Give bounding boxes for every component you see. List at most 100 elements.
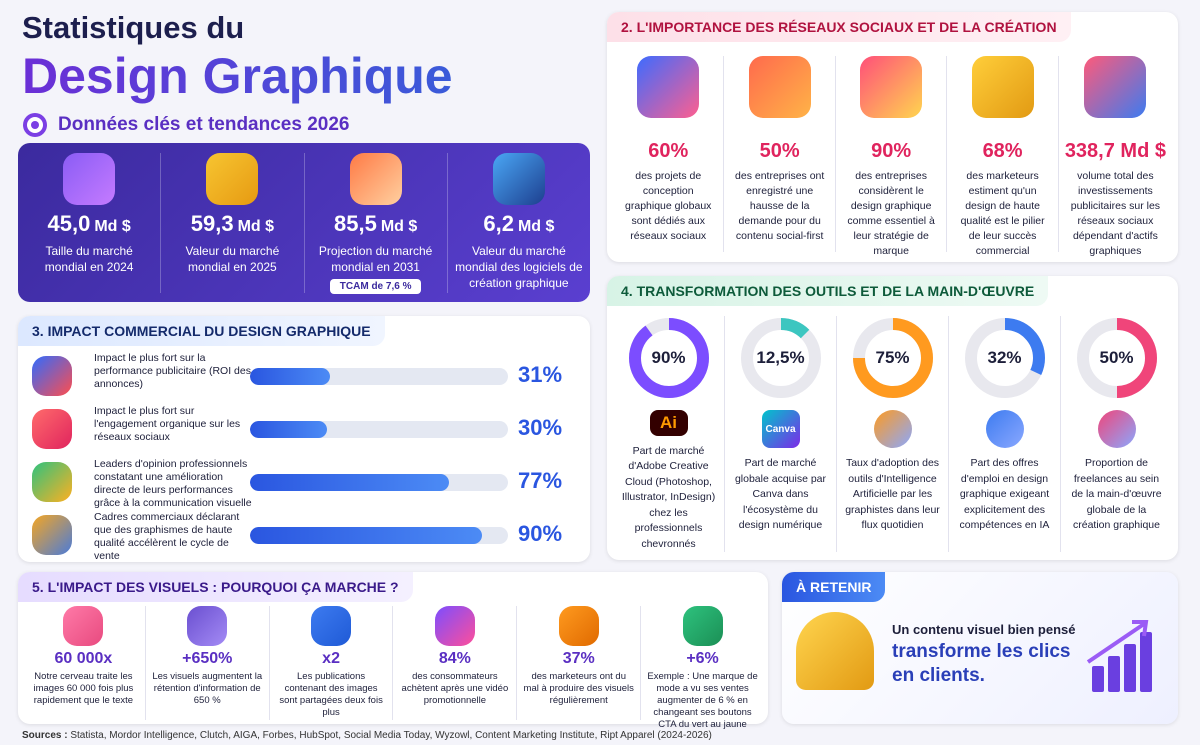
donut-label: 75% xyxy=(875,348,910,367)
donut xyxy=(740,318,821,398)
section4: 4. TRANSFORMATION DES OUTILS ET DE LA MA… xyxy=(607,276,1178,560)
market-value: 59,3 Md $ xyxy=(191,211,274,237)
donut-box: 75% xyxy=(851,316,935,400)
tool-text: Part des offres d'emploi en design graph… xyxy=(959,457,1050,531)
donut-arc xyxy=(740,318,821,398)
market-label: Taille du marché mondial en 2024 xyxy=(44,244,134,274)
impact-label: 31% xyxy=(518,362,563,387)
bar-track xyxy=(250,421,508,438)
market-unit: Md $ xyxy=(94,218,131,235)
donut-box: 50% xyxy=(1075,316,1159,400)
visual-item: 84% des consommateurs achètent après une … xyxy=(392,606,516,720)
impact-text: Impact le plus fort sur la performance p… xyxy=(94,352,251,390)
impact-text: Cadres commerciaux déclarant que des gra… xyxy=(94,511,240,562)
icon xyxy=(32,515,72,555)
visual-value: +650% xyxy=(182,650,233,667)
bar xyxy=(250,368,330,385)
icon xyxy=(748,56,811,118)
market-value: 45,0 Md $ xyxy=(47,211,130,237)
stat-item: 338,7 Md $ volume total des investissemen… xyxy=(1057,56,1172,257)
bar xyxy=(250,474,449,491)
stat-text: des marketeurs estiment qu'un design de … xyxy=(960,170,1045,257)
growth-bar xyxy=(1092,666,1104,692)
icon xyxy=(558,606,599,646)
icon xyxy=(63,606,104,646)
donut-label: 90% xyxy=(651,348,686,367)
visual-value: +6% xyxy=(686,650,719,667)
market-item: 6,2 Md $ Valeur du marché mondial des logi… xyxy=(446,153,590,293)
market-value: 85,5 Md $ xyxy=(334,211,417,237)
donut-arc xyxy=(964,318,1045,398)
donut-arc xyxy=(852,318,933,398)
tool-logo: Ai xyxy=(649,410,688,436)
icon xyxy=(32,356,72,396)
icon xyxy=(985,410,1024,448)
icon xyxy=(434,606,475,646)
bar-track xyxy=(250,474,508,491)
bar-track xyxy=(250,527,508,544)
donut xyxy=(852,318,933,398)
icon xyxy=(349,153,402,205)
sources: Sources : Statista, Mordor Intelligence,… xyxy=(22,730,712,741)
icon xyxy=(63,153,116,205)
bar xyxy=(250,421,328,438)
header: Statistiques du Design Graphique Données… xyxy=(22,10,453,138)
tool-text: Taux d'adoption des outils d'Intelligenc… xyxy=(845,457,940,531)
stat-text: volume total des investissements publici… xyxy=(1070,170,1161,257)
bar-track xyxy=(250,368,508,385)
market-item: 45,0 Md $ Taille du marché mondial en 2024 xyxy=(18,153,160,293)
tool-item: 32% Part des offres d'emploi en design gr… xyxy=(948,316,1060,552)
donut-label: 50% xyxy=(1099,348,1134,367)
visual-text: Les publications contenant des images so… xyxy=(279,671,383,718)
section-title: 3. IMPACT COMMERCIAL DU DESIGN GRAPHIQUE xyxy=(18,316,385,346)
tool-item: 75% Taux d'adoption des outils d'Intellig… xyxy=(836,316,948,552)
market-amount: 59,3 xyxy=(190,211,234,236)
market-badge: TCAM de 7,6 % xyxy=(329,279,422,294)
stat-text: des entreprises considèrent le design gr… xyxy=(847,170,935,257)
stat-item: 68% des marketeurs estiment qu'un design … xyxy=(946,56,1057,257)
stat-value: 338,7 Md $ xyxy=(1064,140,1166,162)
retain-text2: transforme les clics en clients. xyxy=(892,641,1071,686)
impact-text: Leaders d'opinion professionnels constat… xyxy=(94,458,252,509)
impact-label: 90% xyxy=(518,521,563,546)
visual-item: +6% Exemple : Une marque de mode a vu ses… xyxy=(640,606,764,730)
sources-text: Statista, Mordor Intelligence, Clutch, A… xyxy=(70,730,712,741)
visual-value: x2 xyxy=(322,650,340,667)
tool-item: 12,5% Canva Part de marché globale acquise… xyxy=(724,316,836,552)
market-panel: 45,0 Md $ Taille du marché mondial en 2024… xyxy=(18,143,590,302)
section4-columns: 90% Ai Part de marché d'Adobe Creative Clo… xyxy=(613,316,1172,552)
market-label: Valeur du marché mondial des logiciels d… xyxy=(455,244,583,290)
growth-bar xyxy=(1140,632,1152,692)
stat-value: 68% xyxy=(982,140,1023,162)
tool-item: 50% Proportion de freelances au sein de l… xyxy=(1060,316,1172,552)
icon xyxy=(32,409,72,449)
stat-item: 60% des projets de conception graphique g… xyxy=(613,56,723,252)
visual-item: 37% des marketeurs ont du mal à produire … xyxy=(516,606,640,720)
stat-value: 50% xyxy=(759,140,800,162)
icon xyxy=(187,606,228,646)
retain-text1: Un contenu visuel bien pensé xyxy=(892,622,1076,637)
icon xyxy=(971,56,1034,118)
icon xyxy=(1084,56,1147,118)
icon xyxy=(311,606,352,646)
donut xyxy=(1076,318,1157,398)
stat-value: 90% xyxy=(871,140,912,162)
icon xyxy=(32,462,72,502)
section2: 2. L'IMPORTANCE DES RÉSEAUX SOCIAUX ET D… xyxy=(607,12,1178,262)
subtitle-row: Données clés et tendances 2026 xyxy=(22,112,453,138)
section5: 5. L'IMPACT DES VISUELS : POURQUOI ÇA MA… xyxy=(18,572,768,730)
market-label: Projection du marché mondial en 2031 xyxy=(318,244,433,274)
tool-logo: Canva xyxy=(761,410,800,448)
title-line2: Design Graphique xyxy=(22,48,453,104)
market-value: 6,2 Md $ xyxy=(483,211,554,237)
section3: 3. IMPACT COMMERCIAL DU DESIGN GRAPHIQUE… xyxy=(18,316,590,562)
icon xyxy=(796,612,874,690)
stat-value: 60% xyxy=(648,140,689,162)
donut-label: 12,5% xyxy=(756,348,805,367)
target-icon xyxy=(23,113,47,137)
visual-text: Notre cerveau traite les images 60 000 f… xyxy=(33,671,134,706)
market-columns: 45,0 Md $ Taille du marché mondial en 2024… xyxy=(18,153,590,294)
icon xyxy=(873,410,912,448)
icon xyxy=(492,153,545,205)
